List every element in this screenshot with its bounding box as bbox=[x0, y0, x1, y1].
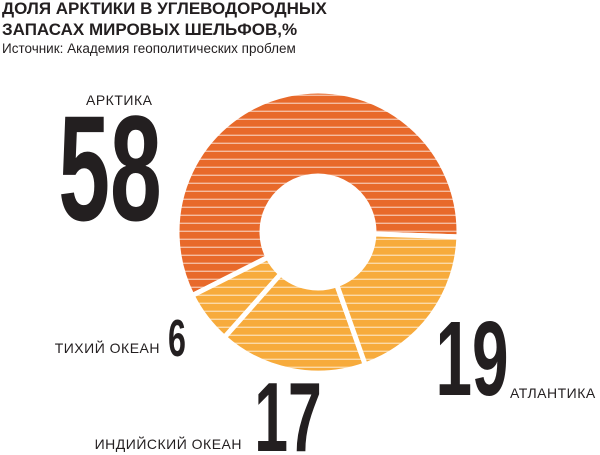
donut-slice bbox=[333, 231, 462, 369]
category-label: ТИХИЙ ОКЕАН bbox=[55, 339, 160, 356]
donut-slice bbox=[220, 270, 369, 376]
donut-slice bbox=[174, 88, 462, 299]
value-label: 19 bbox=[435, 299, 508, 418]
chart-subtitle: Источник: Академия геополитических пробл… bbox=[2, 41, 296, 56]
category-label: АРКТИКА bbox=[86, 92, 153, 108]
value-label: 58 bbox=[58, 85, 161, 252]
category-label: АТЛАНТИКА bbox=[510, 385, 596, 401]
value-label: 6 bbox=[168, 310, 186, 368]
chart-title: ДОЛЯ АРКТИКИ В УГЛЕВОДОРОДНЫХ bbox=[2, 0, 328, 18]
category-label: ИНДИЙСКИЙ ОКЕАН bbox=[95, 435, 242, 452]
value-label: 17 bbox=[254, 363, 322, 455]
chart-title: ЗАПАСАХ МИРОВЫХ ШЕЛЬФОВ,% bbox=[2, 20, 297, 39]
